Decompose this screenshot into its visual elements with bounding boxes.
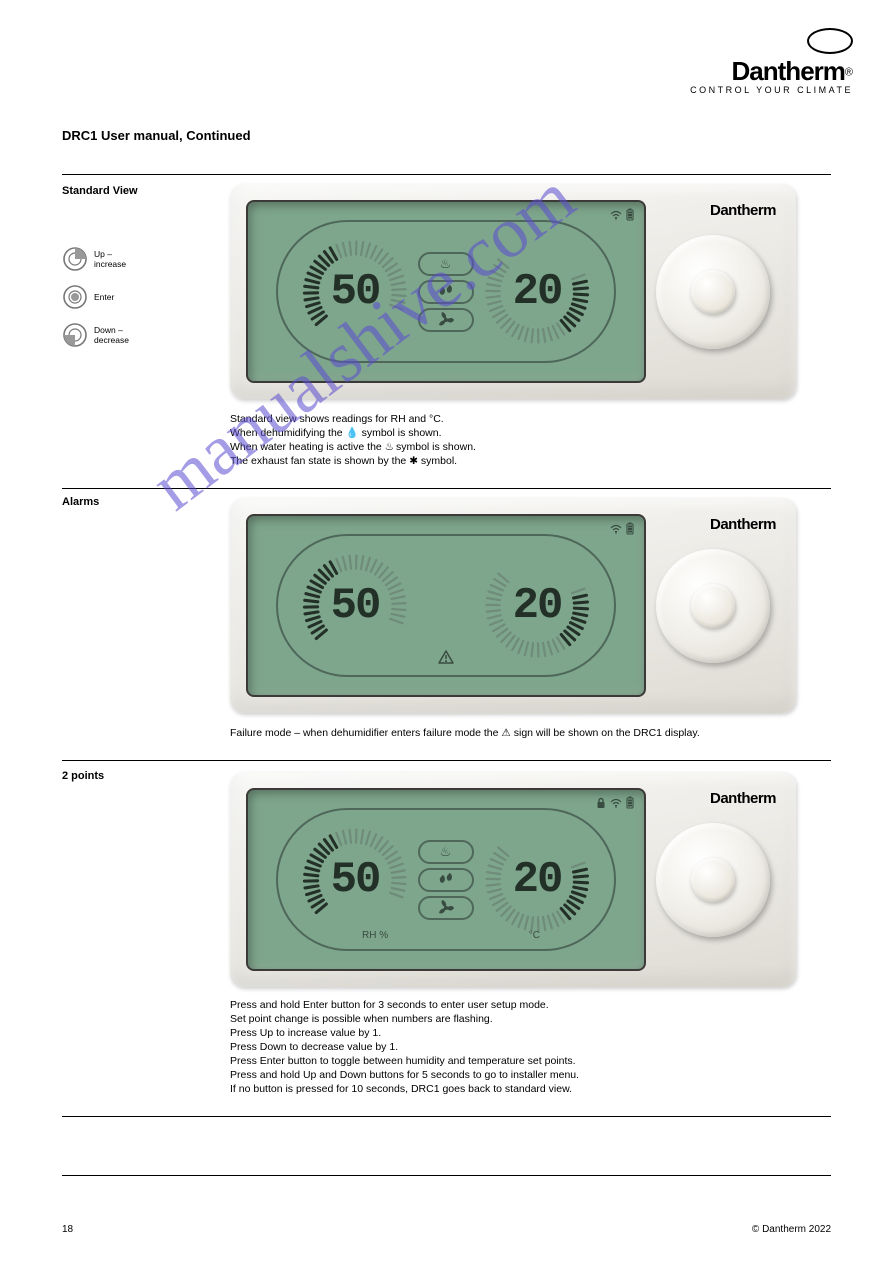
rh-value: 50 bbox=[300, 267, 410, 317]
brand-tagline: CONTROL YOUR CLIMATE bbox=[690, 85, 853, 95]
lock-icon bbox=[596, 797, 606, 812]
drop-icon-3 bbox=[418, 868, 474, 892]
up-label: Up – increase bbox=[94, 249, 126, 269]
lcd-1: 50 ♨ 20 bbox=[246, 200, 646, 383]
control-knob-3[interactable] bbox=[656, 823, 770, 937]
temp-value-2: 20 bbox=[482, 581, 592, 631]
heat-icon: ♨ bbox=[418, 252, 474, 276]
drop-inline-icon: 💧 bbox=[346, 427, 359, 439]
nav-icon-list: Up – increase Enter Down – decrease bbox=[62, 246, 122, 360]
battery-icon bbox=[626, 796, 634, 812]
page-title: DRC1 User manual, Continued bbox=[62, 128, 251, 143]
fan-icon-3 bbox=[418, 896, 474, 920]
enter-label: Enter bbox=[94, 292, 114, 302]
brand-ellipse bbox=[807, 28, 853, 54]
rh-value-3: 50 bbox=[300, 855, 410, 905]
device-brand-3: Dantherm bbox=[710, 790, 776, 807]
section2-text: Failure mode – when dehumidifier enters … bbox=[230, 726, 796, 740]
rh-unit: RH % bbox=[362, 930, 388, 941]
heat-inline-icon: ♨ bbox=[385, 441, 393, 453]
down-icon bbox=[62, 322, 88, 348]
control-knob-2[interactable] bbox=[656, 549, 770, 663]
drop-icon bbox=[418, 280, 474, 304]
battery-icon bbox=[626, 208, 634, 224]
page-number: 18 bbox=[62, 1224, 73, 1235]
rh-value-2: 50 bbox=[300, 581, 410, 631]
rh-dial: 50 bbox=[300, 237, 410, 347]
wifi-icon bbox=[610, 798, 622, 811]
section3-label: 2 points bbox=[62, 770, 172, 782]
device-image-2: 50 20 Dantherm bbox=[230, 498, 796, 713]
warning-icon bbox=[438, 650, 454, 667]
device-brand-1: Dantherm bbox=[710, 202, 776, 219]
enter-icon bbox=[62, 284, 88, 310]
brand-word: Dantherm® bbox=[690, 56, 853, 87]
up-icon bbox=[62, 246, 88, 272]
section1-text: Standard view shows readings for RH and … bbox=[230, 412, 796, 468]
section1-label: Standard View bbox=[62, 185, 172, 197]
footer-rights: © Dantherm 2022 bbox=[752, 1224, 831, 1235]
section2-label: Alarms bbox=[62, 496, 172, 508]
brand-block: Dantherm® CONTROL YOUR CLIMATE bbox=[690, 28, 853, 95]
control-knob-1[interactable] bbox=[656, 235, 770, 349]
wifi-icon bbox=[610, 524, 622, 537]
warning-inline-icon: ⚠ bbox=[501, 727, 510, 739]
c-unit: °C bbox=[529, 930, 540, 941]
lcd-3: 50 ♨ 20 RH % °C bbox=[246, 788, 646, 971]
section3-text: Press and hold Enter button for 3 second… bbox=[230, 998, 796, 1096]
temp-value-3: 20 bbox=[482, 855, 592, 905]
device-image-1: 50 ♨ 20 Dantherm bbox=[230, 184, 796, 399]
lcd-2: 50 20 bbox=[246, 514, 646, 697]
heat-icon-3: ♨ bbox=[418, 840, 474, 864]
device-image-3: 50 ♨ 20 RH % °C Dantherm bbox=[230, 772, 796, 987]
fan-inline-icon: ✱ bbox=[409, 455, 418, 467]
device-brand-2: Dantherm bbox=[710, 516, 776, 533]
temp-value: 20 bbox=[482, 267, 592, 317]
battery-icon bbox=[626, 522, 634, 538]
fan-icon bbox=[418, 308, 474, 332]
wifi-icon bbox=[610, 210, 622, 223]
down-label: Down – decrease bbox=[94, 325, 129, 345]
temp-dial: 20 bbox=[482, 237, 592, 347]
